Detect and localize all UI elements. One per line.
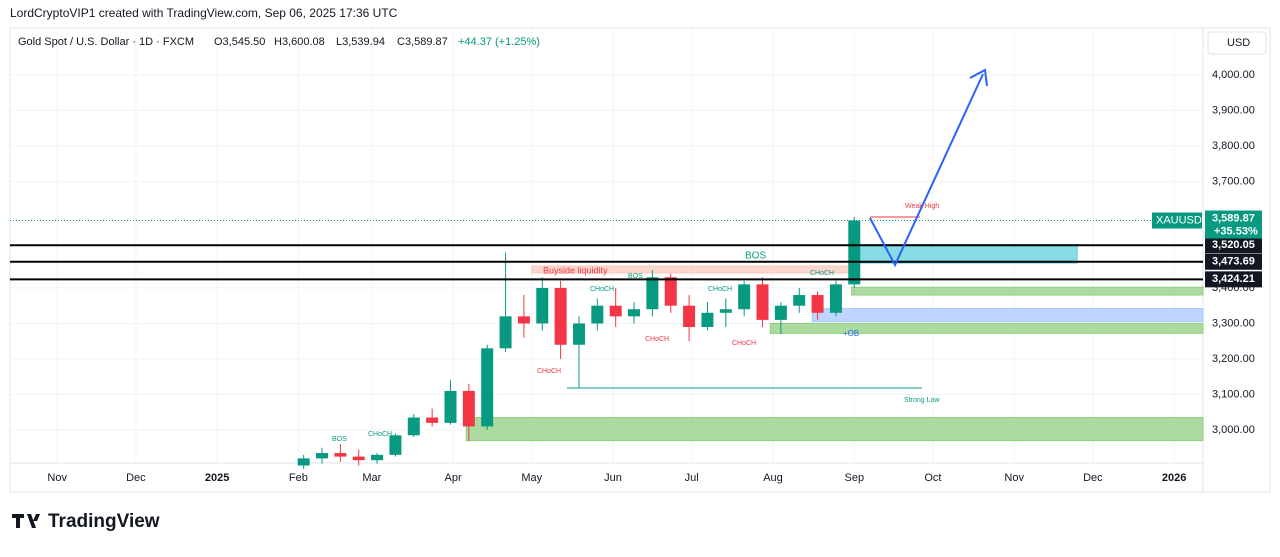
currency: USD [1227, 37, 1250, 49]
x-tick-label: Aug [763, 472, 783, 484]
candle-body [848, 220, 861, 285]
candle-body [591, 305, 604, 324]
y-tick-label: 3,200.00 [1212, 353, 1255, 365]
zone [853, 244, 1078, 264]
candle-body [738, 284, 751, 310]
y-tick-label: 3,300.00 [1212, 317, 1255, 329]
annotation: BOS [332, 436, 347, 443]
symbol-tag [1152, 212, 1202, 229]
x-tick-label: 2025 [205, 472, 229, 484]
candle-body [481, 348, 494, 427]
x-tick-label: Nov [1004, 472, 1024, 484]
candle-body [389, 435, 402, 455]
y-tick-label: 3,000.00 [1212, 424, 1255, 436]
annotation: CHoCH [810, 270, 834, 277]
level-tag [1205, 271, 1262, 288]
logo-icon [12, 514, 40, 528]
level-tag [1205, 237, 1262, 254]
y-tick-label: 4,000.00 [1212, 69, 1255, 81]
candle-body [536, 287, 549, 324]
candle-body [664, 277, 677, 306]
x-tick-label: Jun [604, 472, 622, 484]
candle-body [316, 453, 329, 459]
currency-button[interactable] [1207, 31, 1267, 55]
symbol-title: Gold Spot / U.S. Dollar · 1D · FXCM [18, 36, 194, 48]
ohlc-open: O3,545.50 [214, 36, 265, 48]
x-tick-label: Nov [47, 472, 67, 484]
candle-body [462, 390, 475, 427]
y-tick-label: 3,900.00 [1212, 104, 1255, 116]
annotation: CHoCH [537, 368, 561, 375]
annotation: BOS [628, 273, 643, 280]
candle-body [774, 305, 787, 320]
x-tick-label: 2026 [1162, 472, 1186, 484]
last-change: +35.53% [1214, 225, 1258, 237]
x-tick-label: Jul [685, 472, 699, 484]
ohlc-close: C3,589.87 [397, 36, 448, 48]
candle-body [701, 312, 714, 327]
projection-arrow [869, 68, 988, 268]
logo-text: TradingView [48, 511, 160, 532]
x-tick-label: Dec [1083, 472, 1103, 484]
ohlc-high: H3,600.08 [274, 36, 325, 48]
annotation: Strong Low [904, 397, 940, 404]
candle-body [334, 453, 347, 457]
zone [851, 286, 1204, 296]
x-tick-label: Apr [445, 472, 462, 484]
candle-body [407, 417, 420, 436]
candle-body [628, 309, 641, 317]
symbol-label: XAUUSD [1156, 214, 1202, 226]
annotation: CHoCH [590, 286, 614, 293]
candle-body [517, 316, 530, 324]
candle-body [811, 295, 824, 313]
ohlc-change: +44.37 (+1.25%) [458, 36, 540, 48]
candle-body [683, 305, 696, 327]
candle-body [609, 305, 622, 317]
annotation: BOS [745, 251, 766, 262]
annotation: CHoCH [708, 286, 732, 293]
candle-body [444, 390, 457, 423]
y-tick-label: 3,800.00 [1212, 140, 1255, 152]
y-tick-label: 3,100.00 [1212, 388, 1255, 400]
annotation: CHoCH [732, 340, 756, 347]
candle-body [426, 417, 439, 423]
zone [769, 322, 1204, 334]
x-tick-label: Sep [844, 472, 864, 484]
annotation: CHoCH [645, 336, 669, 343]
candle-body [793, 295, 806, 306]
candle-body [352, 456, 365, 461]
annotation: CHoCH [368, 431, 392, 438]
annotation: +OB [843, 329, 859, 338]
candle-body [371, 454, 384, 461]
last-price: 3,589.87 [1212, 212, 1255, 224]
candle-body [719, 309, 732, 313]
candle-body [756, 284, 769, 320]
candle-body [499, 316, 512, 349]
zone [811, 308, 1204, 323]
zone [465, 417, 1204, 442]
level-tag [1205, 253, 1262, 270]
x-tick-label: Feb [289, 472, 308, 484]
level-label: 3,473.69 [1212, 256, 1255, 268]
candle-body [554, 287, 567, 345]
y-tick-label: 3,700.00 [1212, 175, 1255, 187]
annotation: Buyside liquidity [543, 265, 608, 275]
candle-body [297, 458, 310, 466]
x-tick-label: May [521, 472, 542, 484]
credit: LordCryptoVIP1 created with TradingView.… [10, 6, 398, 20]
last-price-tag [1205, 210, 1262, 239]
level-label: 3,520.05 [1212, 239, 1255, 251]
candle-body [829, 284, 842, 313]
x-tick-label: Oct [924, 472, 941, 484]
x-tick-label: Dec [126, 472, 146, 484]
x-tick-label: Mar [362, 472, 381, 484]
level-label: 3,424.21 [1212, 273, 1255, 285]
ohlc-low: L3,539.94 [336, 36, 385, 48]
candle-body [572, 323, 585, 345]
candle-body [646, 277, 659, 310]
